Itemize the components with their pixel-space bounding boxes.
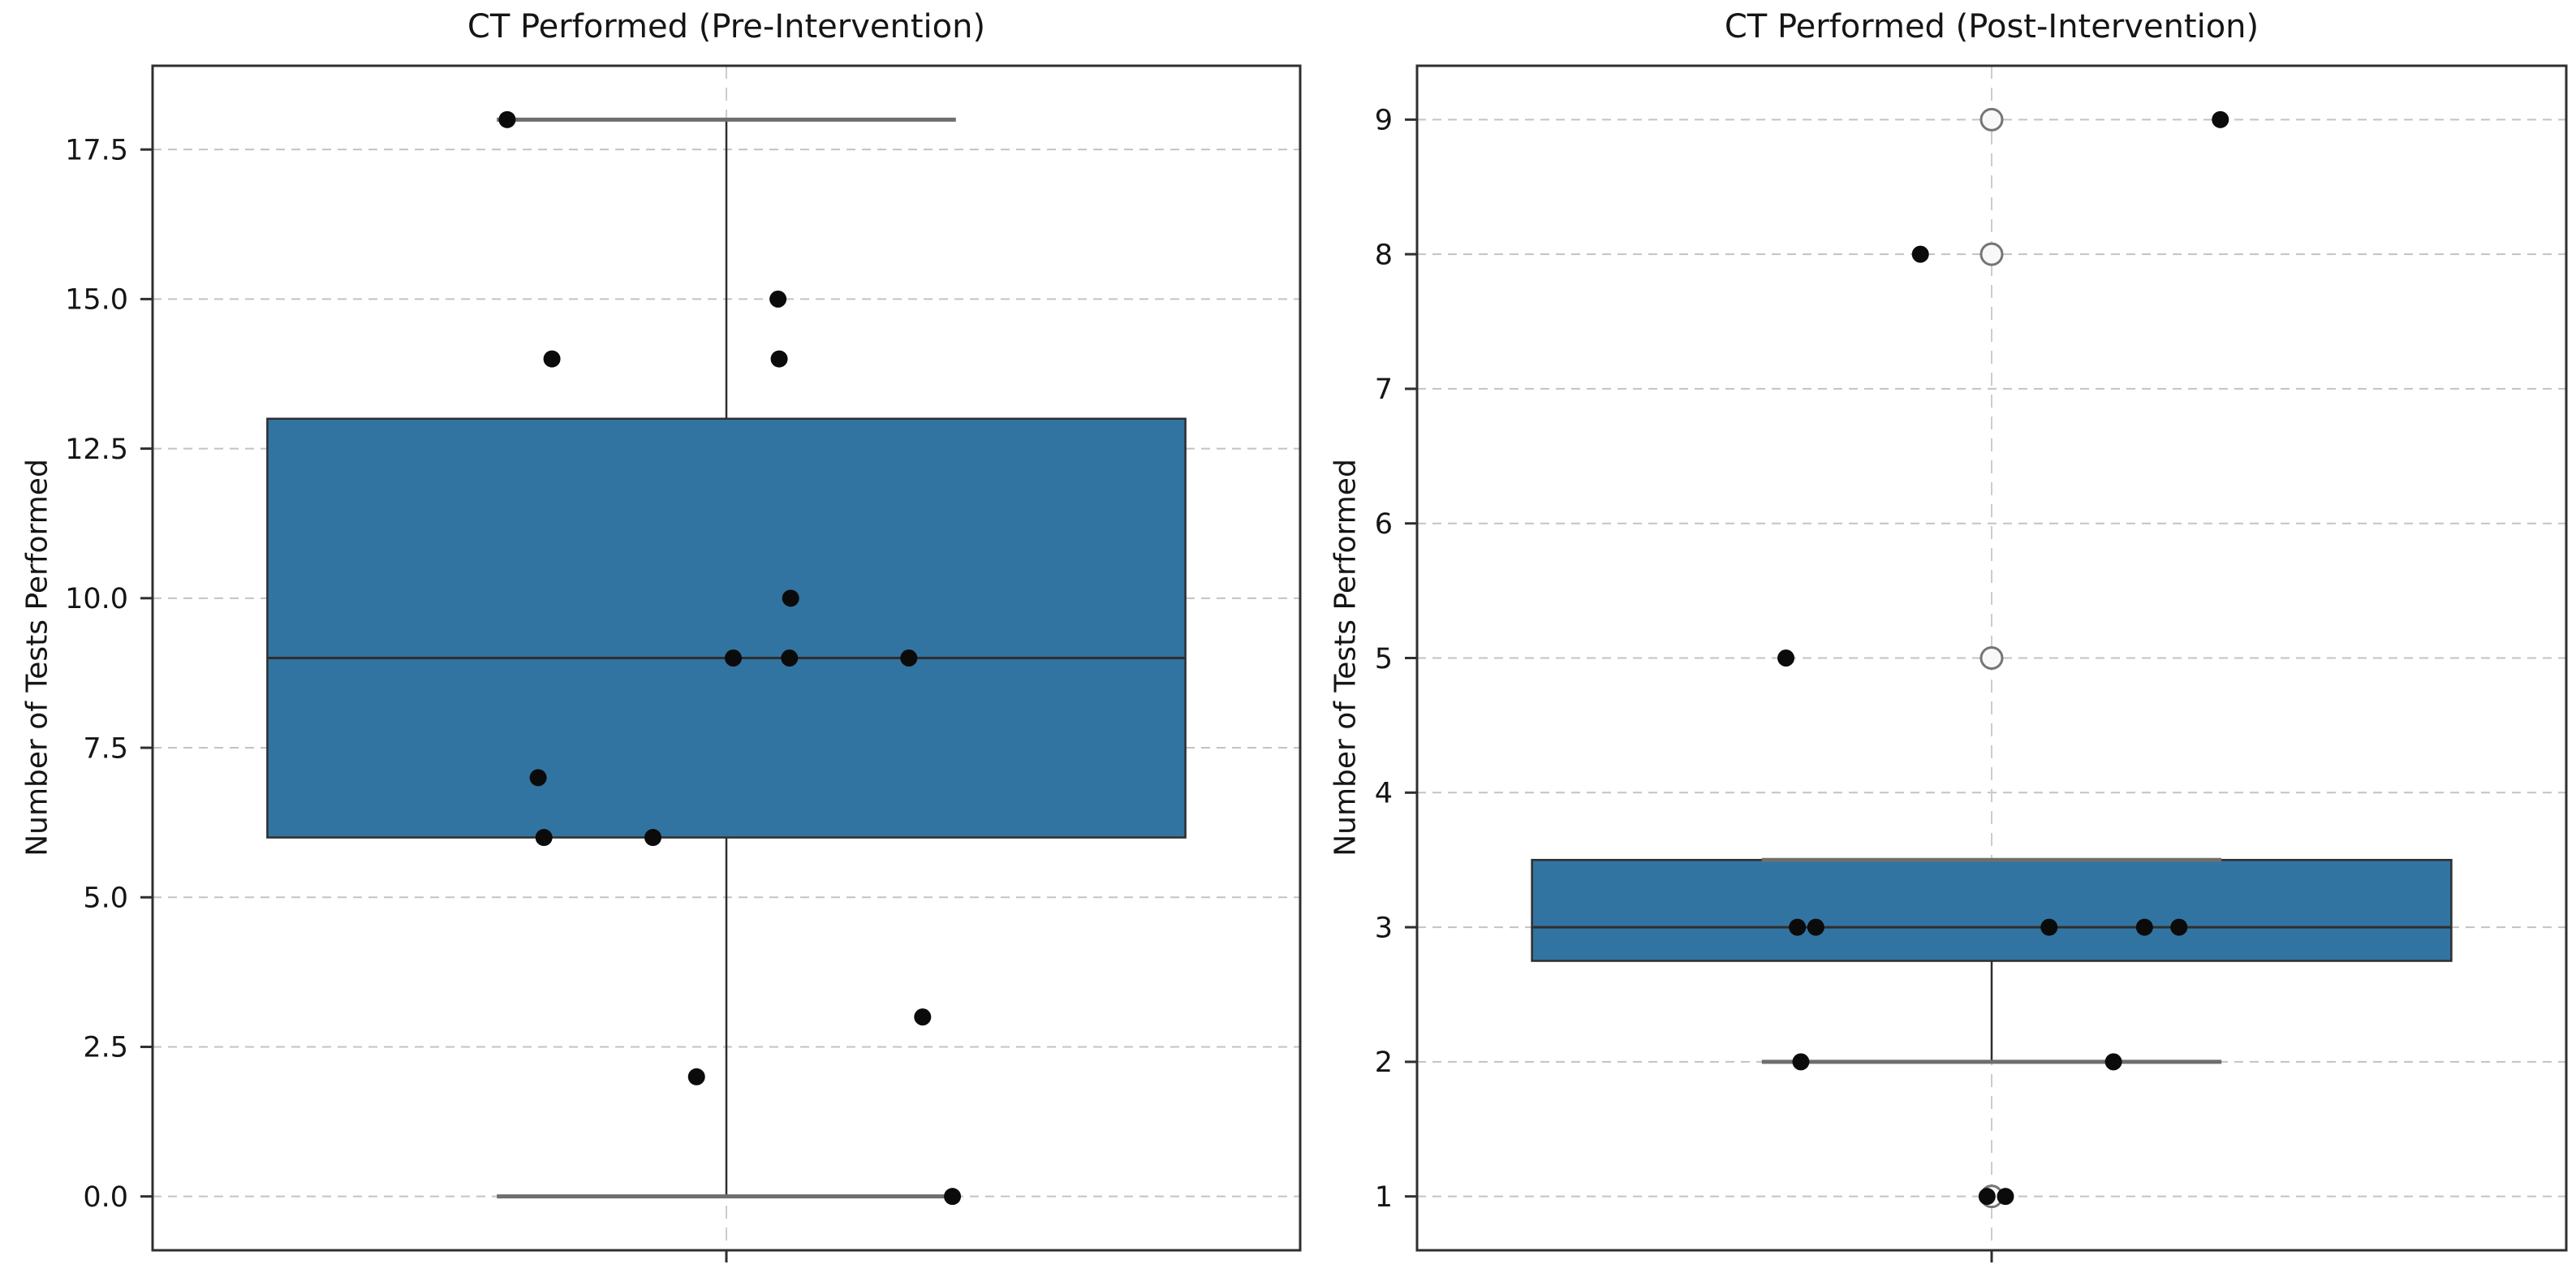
y-tick-label: 3 — [1375, 912, 1393, 944]
jitter-point — [1911, 245, 1929, 263]
jitter-point — [944, 1188, 962, 1206]
pre-plot-title: CT Performed (Pre-Intervention) — [467, 8, 986, 45]
y-tick-label: 8 — [1375, 239, 1393, 271]
y-tick-label: 15.0 — [65, 284, 128, 317]
box-rect — [1531, 858, 2453, 962]
jitter-point — [535, 829, 553, 847]
y-tick-label: 1 — [1375, 1181, 1393, 1214]
y-tick-label: 7.5 — [83, 732, 128, 765]
jitter-point — [914, 1008, 932, 1026]
jitter-point — [1777, 649, 1795, 667]
y-tick-label: 17.5 — [65, 134, 128, 166]
jitter-point — [782, 589, 799, 607]
y-tick-label: 9 — [1375, 105, 1393, 137]
post-plot-title: CT Performed (Post-Intervention) — [1724, 8, 2259, 45]
jitter-point — [543, 350, 561, 368]
y-tick-label: 12.5 — [65, 434, 128, 466]
jitter-point — [1792, 1053, 1810, 1071]
y-tick-label: 2 — [1375, 1046, 1393, 1079]
jitter-point — [2040, 918, 2058, 936]
y-tick-label: 4 — [1375, 778, 1393, 810]
jitter-point — [781, 649, 799, 667]
jitter-point — [1978, 1188, 1996, 1206]
jitter-point — [687, 1068, 705, 1085]
jitter-point — [2212, 110, 2229, 128]
jitter-point — [2135, 918, 2153, 936]
jitter-point — [770, 350, 788, 368]
jitter-point — [769, 290, 787, 308]
post-intervention-plot: 1 2 3 4 5 6 7 8 9 — [1375, 64, 2568, 1262]
jitter-point — [2170, 918, 2188, 936]
pre-intervention-plot: 0.0 2.5 5.0 7.5 10.0 12.5 15.0 17.5 — [65, 64, 1302, 1262]
y-tick-label: 2.5 — [83, 1032, 128, 1064]
y-tick-label: 5.0 — [83, 882, 128, 914]
y-tick-label: 10.0 — [65, 583, 128, 615]
y-tick-label: 5 — [1375, 643, 1393, 675]
jitter-point — [1997, 1188, 2014, 1206]
y-tick-label: 0.0 — [83, 1181, 128, 1214]
jitter-point — [900, 649, 918, 667]
box-rect — [266, 417, 1187, 839]
outlier-point — [1979, 242, 2004, 266]
outlier-point — [1979, 107, 2004, 132]
y-tick-label: 6 — [1375, 508, 1393, 541]
jitter-point — [1807, 918, 1824, 936]
outlier-point — [1979, 646, 2004, 670]
jitter-point — [1789, 918, 1807, 936]
jitter-point — [724, 649, 742, 667]
jitter-point — [498, 110, 516, 128]
y-tick-label: 7 — [1375, 373, 1393, 406]
jitter-point — [2104, 1053, 2122, 1071]
jitter-point — [644, 829, 662, 847]
jitter-point — [529, 769, 547, 787]
